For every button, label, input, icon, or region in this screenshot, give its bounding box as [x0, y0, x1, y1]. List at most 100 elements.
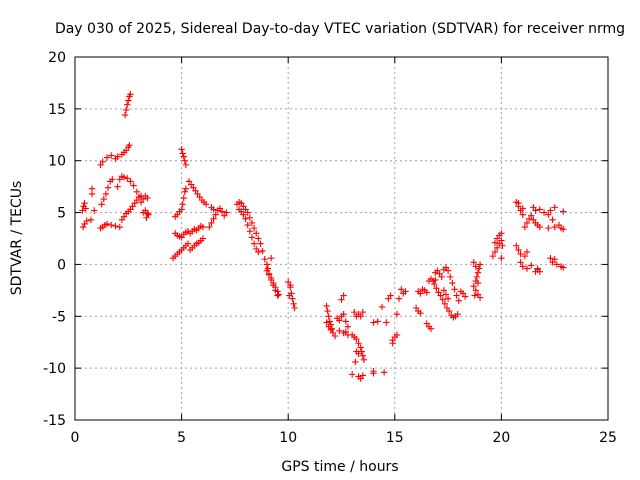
data-point: [528, 212, 535, 219]
data-point: [246, 214, 254, 221]
data-point: [540, 209, 548, 216]
data-point: [440, 287, 448, 294]
data-point: [259, 247, 266, 255]
data-point: [441, 300, 449, 308]
data-point: [521, 252, 529, 260]
data-point: [439, 296, 446, 303]
data-point: [445, 307, 453, 315]
data-point: [455, 297, 462, 304]
data-point: [99, 158, 106, 165]
data-point: [180, 194, 187, 202]
data-point: [471, 292, 478, 299]
data-point: [498, 237, 505, 244]
data-point: [545, 211, 552, 218]
data-point: [212, 211, 219, 218]
data-point: [248, 219, 256, 227]
data-point: [551, 223, 558, 231]
data-point: [114, 183, 121, 190]
data-point: [449, 279, 456, 287]
data-point: [125, 97, 132, 104]
data-point: [199, 235, 207, 242]
data-point: [474, 279, 482, 287]
data-point: [108, 152, 115, 159]
data-point: [208, 204, 215, 211]
data-point: [417, 309, 424, 317]
data-point: [447, 273, 454, 281]
data-point: [519, 205, 526, 212]
y-tick-label: 15: [48, 102, 66, 118]
data-points: [79, 91, 567, 382]
data-point: [536, 206, 543, 213]
data-point: [476, 261, 484, 268]
data-point: [122, 106, 130, 114]
data-point: [387, 292, 394, 299]
data-point: [461, 293, 469, 300]
data-point: [286, 292, 293, 299]
x-tick-label: 15: [386, 430, 404, 446]
data-point: [470, 259, 477, 266]
data-point: [473, 273, 481, 281]
data-point: [380, 369, 388, 376]
data-point: [523, 248, 531, 256]
data-point: [178, 146, 185, 153]
data-point: [133, 188, 141, 196]
data-point: [340, 292, 347, 299]
y-tick-label: 0: [57, 257, 66, 273]
data-point: [491, 248, 499, 256]
data-point: [519, 211, 526, 218]
data-point: [98, 201, 105, 208]
data-point: [515, 246, 522, 254]
data-point: [144, 210, 151, 217]
data-point: [263, 267, 271, 274]
data-point: [474, 269, 482, 276]
data-point: [423, 289, 430, 296]
x-axis-label: GPS time / hours: [281, 459, 398, 475]
data-point: [145, 211, 152, 218]
data-point: [431, 280, 438, 288]
data-point: [184, 240, 192, 247]
y-tick-labels: -15 -10 -5 0 5 10 15 20: [43, 50, 66, 429]
x-tick-label: 5: [177, 430, 186, 446]
data-point: [179, 150, 186, 157]
data-point: [323, 319, 330, 326]
plot-frame: [74, 56, 609, 421]
data-point: [265, 271, 273, 278]
y-tick-label: 20: [48, 50, 66, 66]
data-point: [103, 220, 111, 228]
data-point: [274, 292, 281, 299]
data-point: [127, 91, 134, 98]
data-point: [517, 259, 524, 266]
data-point: [253, 230, 260, 237]
data-point: [427, 325, 435, 332]
data-point: [116, 223, 123, 231]
data-point: [124, 101, 131, 108]
y-tick-label: -10: [43, 361, 66, 377]
data-point: [342, 318, 349, 325]
data-point: [182, 161, 190, 169]
data-point: [528, 262, 535, 269]
data-point: [370, 370, 377, 377]
data-point: [536, 223, 543, 231]
data-point: [493, 244, 501, 252]
y-tick-label: 5: [57, 206, 66, 222]
chart-title: Day 030 of 2025, Sidereal Day-to-day VTE…: [55, 21, 625, 37]
data-point: [179, 201, 186, 208]
data-point: [250, 224, 258, 232]
data-point: [560, 225, 567, 233]
data-point: [359, 372, 367, 379]
data-point: [395, 295, 403, 302]
data-point: [515, 200, 522, 207]
data-point: [180, 153, 187, 160]
data-point: [124, 175, 131, 182]
data-point: [244, 221, 251, 229]
data-point: [210, 215, 217, 222]
data-point: [491, 239, 499, 246]
data-point: [100, 195, 107, 203]
data-point: [178, 206, 185, 213]
data-point: [223, 209, 230, 216]
data-point: [340, 329, 347, 337]
data-point: [272, 287, 279, 294]
data-point: [444, 267, 452, 274]
data-point: [393, 311, 401, 318]
